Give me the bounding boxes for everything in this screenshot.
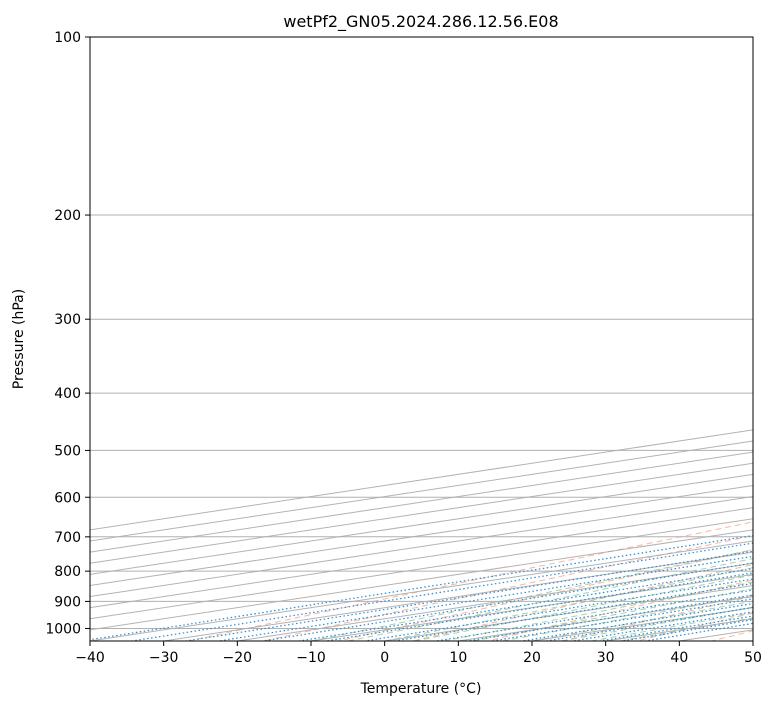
isotherm-line bbox=[90, 451, 753, 553]
x-tick-label: 20 bbox=[523, 650, 541, 666]
dry-adiabat bbox=[487, 579, 753, 641]
y-tick-label: 900 bbox=[54, 594, 81, 610]
plot-area bbox=[90, 37, 775, 641]
y-tick-label: 1000 bbox=[45, 621, 81, 637]
axis-ticks: −40 −30 −20 −10 0 10 20 30 40 50 100 200 300 400 500 60… bbox=[45, 30, 762, 666]
isotherm-line bbox=[90, 462, 753, 564]
y-tick-label: 400 bbox=[54, 386, 81, 402]
mixing-ratio-line bbox=[90, 534, 753, 641]
x-tick-label: 30 bbox=[597, 650, 615, 666]
mixing-ratio-line bbox=[572, 611, 753, 641]
mixing-ratio-line bbox=[522, 602, 753, 641]
isotherm-line bbox=[90, 507, 753, 609]
x-tick-label: −40 bbox=[75, 650, 105, 666]
x-tick-label: −10 bbox=[296, 650, 326, 666]
y-tick-label: 200 bbox=[54, 208, 81, 224]
chart-title: wetPf2_GN05.2024.286.12.56.E08 bbox=[283, 12, 558, 32]
mixing-ratio-line bbox=[218, 555, 753, 641]
isotherm-line bbox=[752, 640, 753, 641]
moist-adiabat bbox=[473, 588, 753, 641]
isotherm-line bbox=[90, 473, 753, 575]
isotherm-line bbox=[90, 484, 753, 586]
x-tick-label: 10 bbox=[449, 650, 467, 666]
moist-adiabat bbox=[414, 574, 753, 641]
y-tick-label: 100 bbox=[54, 30, 81, 46]
y-tick-label: 600 bbox=[54, 490, 81, 506]
isotherm-line bbox=[90, 496, 753, 598]
x-tick-label: 50 bbox=[744, 650, 762, 666]
x-tick-label: 0 bbox=[380, 650, 389, 666]
y-tick-label: 700 bbox=[54, 530, 81, 546]
isotherm-line bbox=[90, 518, 753, 620]
mixing-ratio-line bbox=[467, 594, 753, 641]
y-tick-label: 800 bbox=[54, 564, 81, 580]
y-axis-label: Pressure (hPa) bbox=[11, 289, 27, 389]
dry-adiabat bbox=[562, 595, 753, 641]
y-tick-label: 300 bbox=[54, 312, 81, 328]
x-tick-label: 40 bbox=[670, 650, 688, 666]
x-axis-label: Temperature (°C) bbox=[360, 681, 482, 697]
plot-frame bbox=[89, 36, 754, 642]
plot-background bbox=[90, 37, 753, 641]
isotherm-line bbox=[90, 529, 753, 631]
isotherm-line bbox=[90, 440, 753, 542]
x-tick-label: −30 bbox=[149, 650, 179, 666]
dry-adiabat bbox=[263, 535, 753, 641]
x-tick-label: −20 bbox=[223, 650, 253, 666]
moist-adiabat bbox=[384, 567, 753, 641]
dewpoint-profile bbox=[761, 37, 775, 533]
dry-adiabat bbox=[188, 521, 753, 641]
y-tick-label: 500 bbox=[54, 443, 81, 459]
